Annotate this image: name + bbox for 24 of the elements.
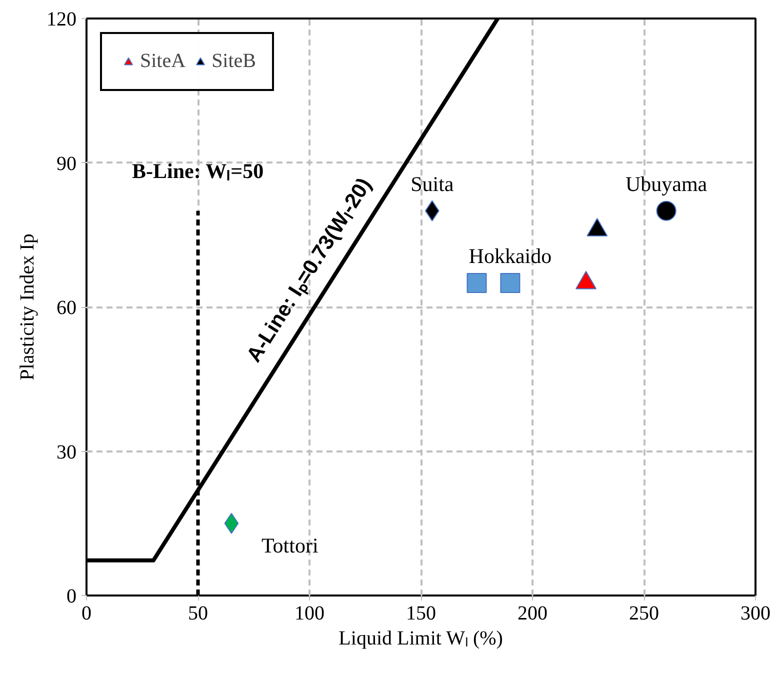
x-tick-label: 100 — [294, 602, 324, 624]
x-axis-title: Liquid Limit Wₗ (%) — [338, 628, 503, 650]
point — [656, 200, 676, 221]
annotation: Suita — [410, 172, 454, 196]
x-tick-label: 300 — [740, 602, 770, 624]
x-tick-label: 0 — [82, 602, 92, 624]
legend-label: SiteA — [140, 50, 186, 73]
legend-label: SiteB — [212, 50, 256, 73]
x-tick-label: 50 — [188, 602, 208, 624]
annotation: Hokkaido — [468, 244, 552, 268]
annotation: B-Line: Wₗ=50 — [132, 158, 264, 183]
annotation: Ubuyama — [625, 172, 708, 196]
x-tick-label: 250 — [629, 602, 659, 624]
y-tick-label: 120 — [46, 8, 76, 30]
annotation: Tottori — [261, 533, 318, 558]
point — [500, 272, 520, 293]
y-tick-label: 30 — [56, 441, 76, 464]
point — [466, 272, 487, 293]
y-axis-title: Plasticity Index Ip — [16, 234, 38, 380]
x-tick-label: 150 — [406, 602, 436, 624]
y-tick-label: 0 — [66, 586, 76, 608]
x-tick-label: 200 — [518, 602, 548, 624]
y-tick-label: 60 — [56, 297, 76, 319]
y-tick-label: 90 — [56, 152, 76, 175]
